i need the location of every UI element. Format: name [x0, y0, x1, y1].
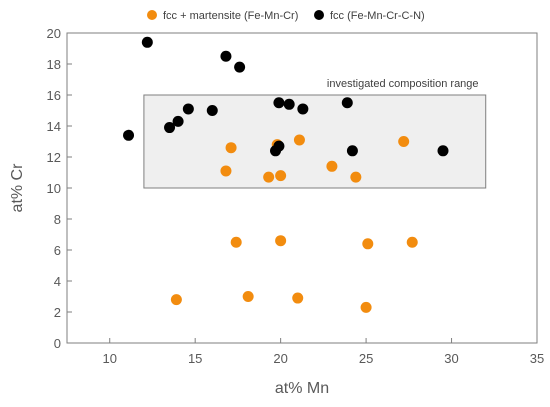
data-point-series-2 — [164, 122, 176, 134]
data-point-series-1 — [326, 160, 338, 172]
y-tick-label: 2 — [54, 305, 61, 320]
legend-marker-series-2 — [314, 10, 324, 20]
data-point-series-2 — [206, 105, 218, 116]
data-point-series-1 — [293, 134, 305, 146]
data-point-series-2 — [273, 140, 285, 152]
data-point-series-1 — [360, 301, 372, 313]
data-point-series-2 — [346, 145, 358, 157]
data-point-series-2 — [141, 36, 153, 48]
data-point-series-2 — [341, 97, 353, 109]
legend-label-series-2: fcc (Fe-Mn-Cr-C-N) — [330, 10, 425, 22]
y-tick-label: 4 — [54, 274, 61, 289]
x-tick-label: 30 — [444, 351, 458, 366]
composition-range-box — [143, 94, 487, 189]
y-axis-title: at% Cr — [9, 163, 26, 213]
y-axis-ticks: 0 2 4 6 8 10 12 14 16 18 20 — [47, 26, 72, 351]
data-point-series-2 — [172, 115, 184, 127]
x-tick-label: 35 — [530, 351, 544, 366]
data-point-series-1 — [398, 136, 410, 147]
data-point-series-1 — [263, 171, 275, 183]
data-point-series-2 — [220, 50, 232, 62]
x-axis-ticks: 10 15 20 25 30 35 — [102, 338, 544, 366]
y-tick-label: 0 — [54, 336, 61, 351]
x-tick-label: 10 — [102, 351, 116, 366]
x-tick-label: 15 — [188, 351, 202, 366]
legend-marker-series-1 — [147, 10, 157, 20]
data-point-series-1 — [170, 294, 182, 306]
y-tick-label: 8 — [54, 212, 61, 227]
data-point-series-1 — [292, 292, 304, 304]
data-point-series-1 — [350, 171, 362, 183]
y-tick-label: 16 — [47, 88, 61, 103]
data-point-series-2 — [273, 97, 285, 109]
y-tick-label: 6 — [54, 243, 61, 258]
data-point-series-2 — [283, 98, 295, 110]
data-point-series-2 — [182, 103, 194, 115]
data-point-series-1 — [275, 235, 287, 247]
legend-label-series-1: fcc + martensite (Fe-Mn-Cr) — [163, 10, 298, 22]
y-tick-label: 10 — [47, 181, 61, 196]
data-points — [123, 36, 449, 313]
data-point-series-1 — [230, 236, 242, 248]
data-point-series-1 — [220, 165, 232, 177]
y-tick-label: 12 — [47, 150, 61, 165]
data-point-series-1 — [362, 238, 374, 250]
x-tick-label: 20 — [273, 351, 287, 366]
data-point-series-1 — [225, 142, 237, 154]
y-tick-label: 20 — [47, 26, 61, 41]
data-point-series-2 — [234, 61, 246, 73]
composition-range-label: investigated composition range — [327, 78, 479, 90]
data-point-series-2 — [123, 129, 135, 141]
x-tick-label: 25 — [359, 351, 373, 366]
x-axis-title: at% Mn — [275, 380, 329, 397]
data-point-series-1 — [275, 170, 287, 182]
y-tick-label: 14 — [47, 119, 61, 134]
data-point-series-2 — [297, 103, 309, 115]
y-tick-label: 18 — [47, 57, 61, 72]
data-point-series-1 — [406, 236, 418, 248]
data-point-series-2 — [437, 145, 449, 157]
data-point-series-1 — [242, 291, 254, 302]
legend: fcc + martensite (Fe-Mn-Cr) fcc (Fe-Mn-C… — [147, 10, 425, 22]
